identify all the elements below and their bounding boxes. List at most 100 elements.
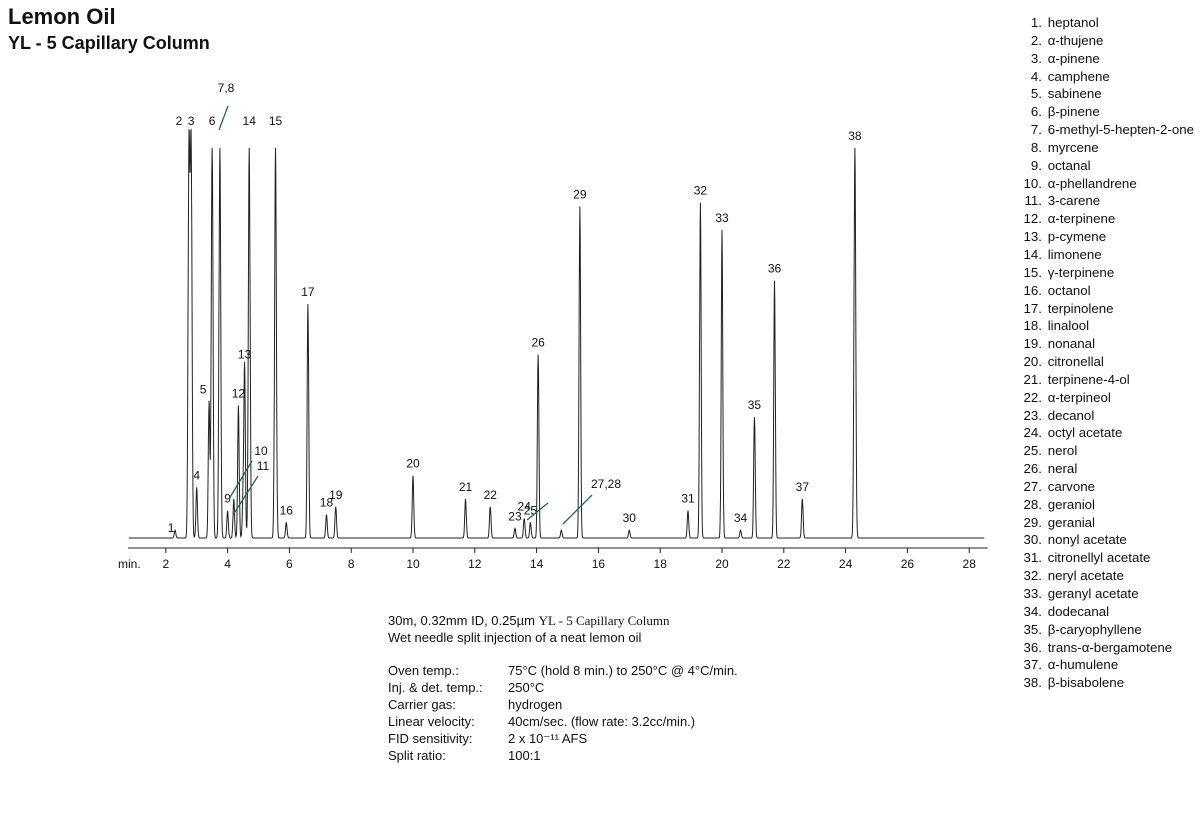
- legend-number: 6.: [1030, 104, 1042, 120]
- peak-label: 32: [694, 184, 708, 198]
- legend-compound-name: 3-carene: [1047, 193, 1101, 209]
- legend-number: 22.: [1023, 389, 1043, 405]
- legend-compound-name: carvone: [1047, 478, 1096, 494]
- legend-compound-name: octanal: [1047, 157, 1091, 173]
- legend-number: 13.: [1023, 229, 1043, 245]
- legend-number: 20.: [1023, 354, 1043, 370]
- legend-number: 7.: [1030, 122, 1042, 138]
- peak-label: 33: [715, 211, 729, 225]
- peak-label: 5: [200, 383, 207, 397]
- legend-compound-name: terpinene-4-ol: [1047, 371, 1130, 387]
- legend-item: 17. terpinolene: [1022, 300, 1194, 318]
- legend-number: 2.: [1030, 32, 1042, 48]
- peak-label: 37: [796, 480, 810, 494]
- legend-number: 26.: [1023, 461, 1043, 477]
- legend-compound-name: linalool: [1047, 318, 1090, 334]
- legend-number: 24.: [1023, 425, 1043, 441]
- peak-label: 36: [768, 262, 782, 276]
- legend-item: 26. neral: [1022, 460, 1194, 478]
- legend-compound-name: geranyl acetate: [1047, 586, 1139, 601]
- peak-label: 16: [280, 503, 294, 517]
- peak-label: 7,8: [218, 81, 235, 95]
- legend-compound-name: camphene: [1047, 68, 1110, 84]
- x-tick-label: 22: [777, 557, 791, 571]
- legend-number: 31.: [1023, 550, 1043, 566]
- peak-label: 10: [254, 444, 268, 458]
- peak-label: 31: [681, 492, 695, 506]
- legend-number: 19.: [1023, 336, 1043, 352]
- peak-label: 2: [176, 114, 183, 128]
- label-leader: [218, 105, 229, 131]
- condition-row: Carrier gas: hydrogen: [388, 696, 738, 713]
- legend-item: 12. α-terpinene: [1022, 210, 1194, 228]
- x-tick-label: 10: [406, 557, 420, 571]
- legend-item: 36. trans-α-bergamotene: [1022, 639, 1194, 657]
- legend-item: 27. carvone: [1022, 478, 1194, 496]
- peak-label: 21: [459, 480, 473, 494]
- condition-row: FID sensitivity: 2 x 10⁻¹¹ AFS: [388, 730, 738, 747]
- condition-value: 250°C: [508, 680, 545, 695]
- peak-label: 25: [524, 503, 538, 517]
- legend-compound-name: α-phellandrene: [1047, 175, 1137, 191]
- legend-number: 4.: [1030, 68, 1042, 84]
- legend-compound-name: nonyl acetate: [1047, 532, 1127, 548]
- x-tick-label: 20: [715, 557, 729, 571]
- legend-item: 35. β-caryophyllene: [1022, 621, 1194, 639]
- legend-compound-name: terpinolene: [1047, 300, 1114, 316]
- label-leader: [228, 460, 253, 500]
- x-tick-label: 26: [901, 557, 915, 571]
- legend-number: 12.: [1023, 211, 1043, 227]
- legend-item: 6. β-pinene: [1022, 103, 1194, 121]
- peak-label: 34: [734, 511, 748, 525]
- legend-compound-name: trans-α-bergamotene: [1047, 639, 1173, 655]
- x-tick-label: 4: [224, 557, 231, 571]
- legend-item: 33. geranyl acetate: [1022, 585, 1194, 603]
- peak-label: 1: [168, 521, 175, 535]
- legend-compound-name: α-thujene: [1047, 32, 1104, 48]
- peak-label: 22: [484, 488, 498, 502]
- x-tick-label: 28: [963, 557, 977, 571]
- legend-compound-name: α-terpineol: [1047, 389, 1111, 405]
- peak-label: 4: [193, 468, 200, 482]
- legend-number: 18.: [1023, 318, 1043, 334]
- legend-item: 5. sabinene: [1022, 85, 1194, 103]
- legend-item: 29. geranial: [1022, 514, 1194, 532]
- label-leader: [562, 494, 593, 525]
- legend-compound-name: β-pinene: [1047, 104, 1100, 120]
- legend-compound-name: α-terpinene: [1047, 211, 1116, 227]
- peak-label: 15: [269, 114, 283, 128]
- peak-label: 3: [188, 114, 195, 128]
- compound-legend: 1. heptanol 2. α-thujene 3. α-pinene 4. cam…: [1022, 14, 1195, 692]
- column-spec: 30m, 0.32mm ID, 0.25µm: [388, 613, 535, 628]
- chromatogram-chart: min. 2 4 6 8 10 12 14 16 18 20 22 24 26 28 12 34567,891…: [118, 81, 988, 571]
- peak-label: 30: [623, 511, 637, 525]
- legend-number: 38.: [1023, 675, 1043, 691]
- legend-number: 37.: [1023, 657, 1043, 673]
- label-leader: [526, 502, 549, 521]
- legend-compound-name: γ-terpinene: [1047, 264, 1115, 280]
- legend-compound-name: α-humulene: [1047, 657, 1119, 673]
- column-name: YL - 5 Capillary Column: [538, 613, 670, 628]
- legend-number: 23.: [1023, 407, 1043, 423]
- legend-number: 34.: [1023, 603, 1043, 619]
- legend-compound-name: 6-methyl-5-hepten-2-one: [1047, 122, 1195, 138]
- legend-number: 8.: [1030, 139, 1042, 155]
- condition-key: Split ratio:: [388, 748, 446, 763]
- chart-subtitle: YL - 5 Capillary Column: [8, 33, 210, 53]
- legend-item: 3. α-pinene: [1022, 50, 1194, 68]
- legend-compound-name: nonanal: [1047, 336, 1096, 352]
- legend-item: 32. neryl acetate: [1022, 567, 1194, 585]
- condition-value: 75°C (hold 8 min.) to 250°C @ 4°C/min.: [508, 663, 738, 678]
- x-tick-label: 2: [162, 557, 169, 571]
- legend-compound-name: neral: [1047, 461, 1078, 477]
- legend-compound-name: α-pinene: [1047, 50, 1100, 66]
- legend-compound-name: octyl acetate: [1047, 425, 1123, 441]
- legend-item: 31. citronellyl acetate: [1022, 549, 1194, 567]
- condition-value: hydrogen: [508, 697, 563, 712]
- legend-item: 7. 6-methyl-5-hepten-2-one: [1022, 121, 1194, 139]
- condition-key: Oven temp.:: [388, 663, 459, 678]
- injection-line: Wet needle split injection of a neat lem…: [388, 630, 642, 645]
- condition-value: 40cm/sec. (flow rate: 3.2cc/min.): [508, 714, 696, 729]
- legend-number: 9.: [1030, 157, 1042, 173]
- legend-compound-name: geraniol: [1047, 496, 1096, 512]
